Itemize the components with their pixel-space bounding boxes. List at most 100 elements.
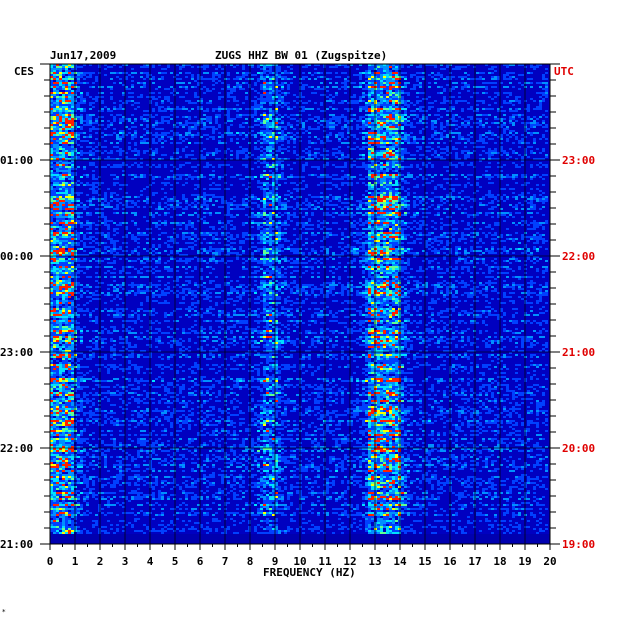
heatmap-cell [470,206,473,208]
heatmap-cell [65,146,68,148]
heatmap-cell [185,122,188,124]
heatmap-cell [380,196,383,198]
heatmap-cell [179,86,182,88]
heatmap-cell [368,164,371,166]
heatmap-cell [101,96,104,98]
heatmap-cell [380,192,383,194]
heatmap-cell [371,154,374,156]
heatmap-cell [50,202,53,204]
heatmap-cell [539,152,542,154]
heatmap-cell [68,82,71,84]
heatmap-cell [389,134,392,136]
heatmap-cell [197,84,200,86]
heatmap-cell [380,190,383,192]
heatmap-cell [59,188,62,190]
heatmap-cell [383,124,386,126]
heatmap-cell [278,100,281,102]
heatmap-cell [467,156,470,158]
heatmap-cell [68,112,71,114]
heatmap-cell [71,160,74,162]
heatmap-cell [218,158,221,160]
heatmap-cell [62,126,65,128]
heatmap-cell [59,128,62,130]
heatmap-cell [446,166,449,168]
heatmap-cell [176,108,179,110]
heatmap-cell [53,110,56,112]
heatmap-cell [329,200,332,202]
heatmap-cell [71,76,74,78]
heatmap-cell [230,166,233,168]
heatmap-cell [68,152,71,154]
heatmap-cell [191,202,194,204]
heatmap-cell [257,198,260,200]
heatmap-cell [155,142,158,144]
heatmap-cell [347,122,350,124]
heatmap-cell [170,138,173,140]
heatmap-cell [53,184,56,186]
heatmap-cell [284,182,287,184]
heatmap-cell [161,158,164,160]
heatmap-cell [65,114,68,116]
heatmap-cell [272,152,275,154]
heatmap-cell [479,76,482,78]
heatmap-cell [395,192,398,194]
heatmap-cell [500,198,503,200]
heatmap-cell [341,142,344,144]
heatmap-cell [464,100,467,102]
heatmap-cell [347,132,350,134]
heatmap-cell [401,180,404,182]
heatmap-cell [236,156,239,158]
heatmap-cell [365,208,368,210]
heatmap-cell [272,164,275,166]
heatmap-cell [491,122,494,124]
heatmap-cell [380,152,383,154]
heatmap-cell [59,96,62,98]
heatmap-cell [353,86,356,88]
heatmap-cell [497,176,500,178]
heatmap-cell [335,66,338,68]
heatmap-cell [194,124,197,126]
heatmap-cell [263,66,266,68]
heatmap-cell [407,166,410,168]
heatmap-cell [239,76,242,78]
heatmap-cell [500,136,503,138]
heatmap-cell [509,116,512,118]
heatmap-cell [95,138,98,140]
heatmap-cell [146,130,149,132]
heatmap-cell [515,174,518,176]
heatmap-cell [533,158,536,160]
heatmap-cell [521,174,524,176]
heatmap-cell [401,128,404,130]
heatmap-cell [320,110,323,112]
heatmap-cell [404,86,407,88]
heatmap-cell [146,202,149,204]
heatmap-cell [431,64,434,66]
heatmap-cell [203,208,206,210]
heatmap-cell [290,126,293,128]
heatmap-cell [353,74,356,76]
heatmap-cell [68,102,71,104]
heatmap-cell [509,130,512,132]
heatmap-cell [464,154,467,156]
heatmap-cell [350,134,353,136]
heatmap-cell [455,164,458,166]
heatmap-cell [179,72,182,74]
heatmap-cell [275,200,278,202]
heatmap-cell [50,212,53,214]
heatmap-cell [62,94,65,96]
heatmap-cell [53,76,56,78]
heatmap-cell [185,76,188,78]
heatmap-cell [86,72,89,74]
heatmap-cell [434,114,437,116]
heatmap-cell [59,196,62,198]
heatmap-cell [401,66,404,68]
heatmap-cell [80,202,83,204]
heatmap-cell [377,80,380,82]
heatmap-cell [269,158,272,160]
heatmap-cell [53,132,56,134]
heatmap-cell [83,184,86,186]
heatmap-cell [491,196,494,198]
heatmap-cell [140,72,143,74]
heatmap-cell [182,66,185,68]
heatmap-cell [494,152,497,154]
